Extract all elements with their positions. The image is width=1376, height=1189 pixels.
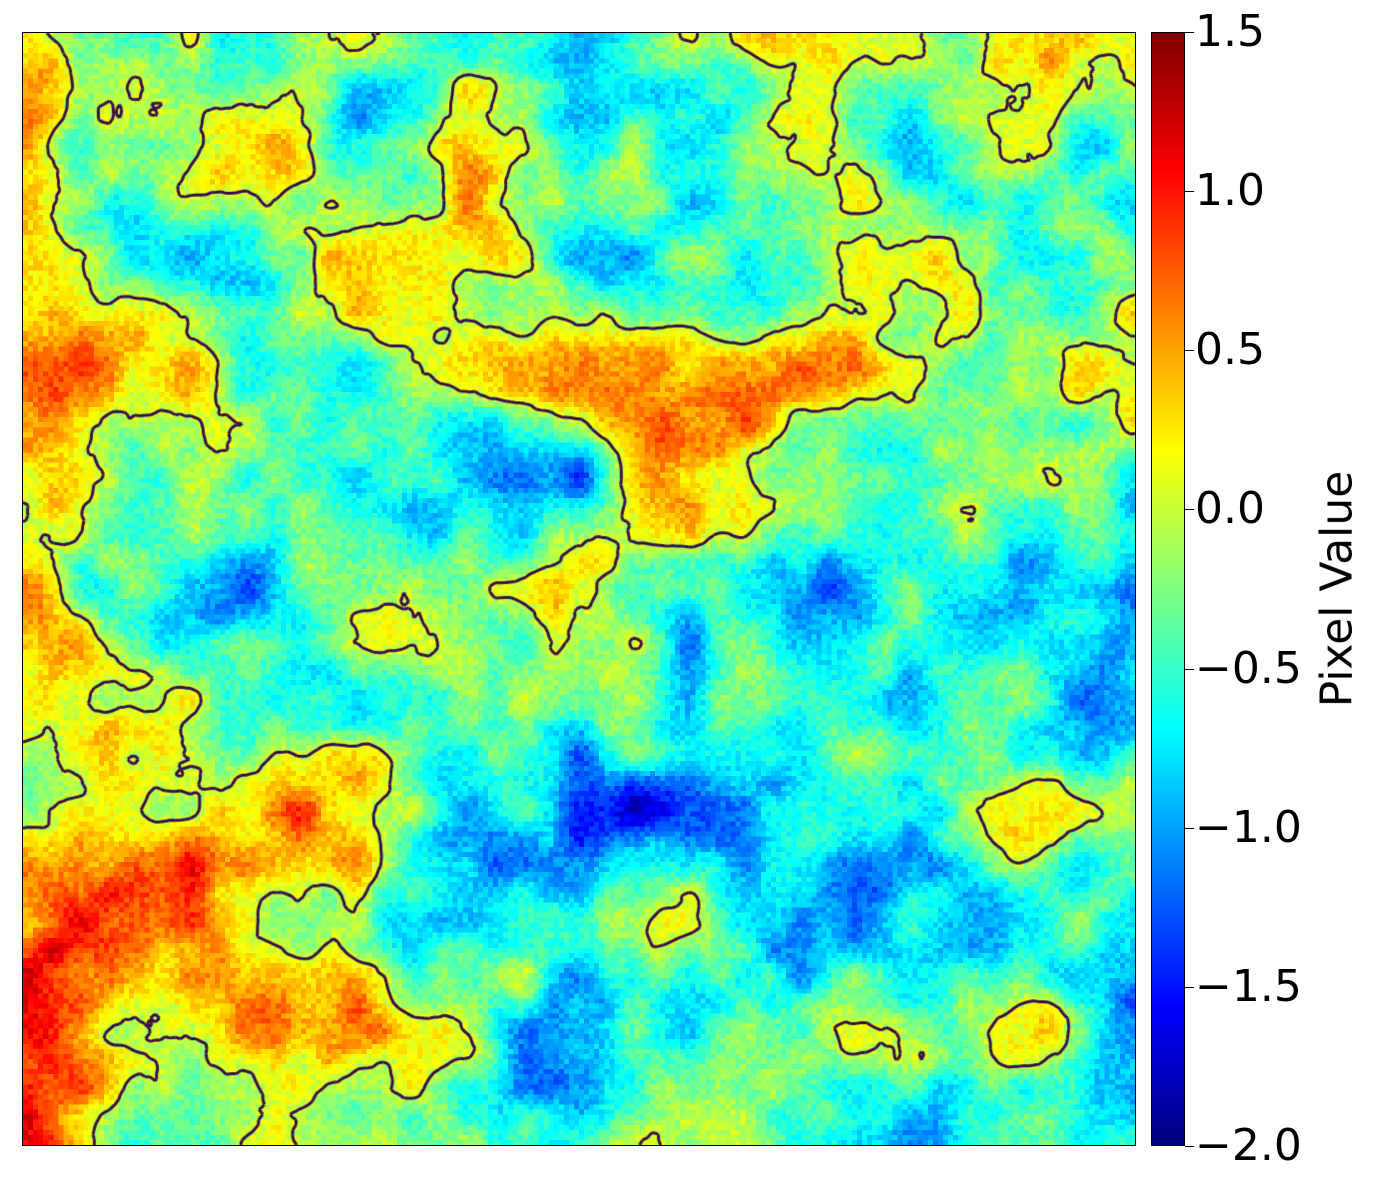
colorbar-tick-label: 0.0: [1195, 483, 1265, 535]
colorbar-label: Pixel Value: [1311, 470, 1363, 708]
colorbar-tick-label: 1.0: [1195, 165, 1265, 217]
colorbar-tick: [1185, 509, 1194, 511]
colorbar-tick-label: −0.5: [1195, 642, 1302, 694]
colorbar-tick-label: −1.5: [1195, 960, 1302, 1012]
contour-lines: [23, 33, 1135, 1145]
colorbar-axis: 1.5 1.0 0.5 0.0 −0.5 −1.0 −1.5 −2.0: [1185, 10, 1315, 1168]
colorbar-tick-label: 0.5: [1195, 324, 1265, 376]
colorbar-tick: [1185, 668, 1194, 670]
colorbar-tick: [1185, 827, 1194, 829]
colorbar-tick: [1185, 986, 1194, 988]
colorbar-tick: [1185, 191, 1194, 193]
colorbar: [1151, 32, 1185, 1146]
heatmap-plot-area: [22, 32, 1136, 1146]
colorbar-tick: [1185, 1146, 1194, 1147]
colorbar-tick-label: −2.0: [1195, 1120, 1302, 1171]
colorbar-tick-label: −1.0: [1195, 801, 1302, 853]
colorbar-tick-label: 1.5: [1195, 6, 1265, 57]
colorbar-tick: [1185, 32, 1194, 33]
colorbar-tick: [1185, 350, 1194, 352]
